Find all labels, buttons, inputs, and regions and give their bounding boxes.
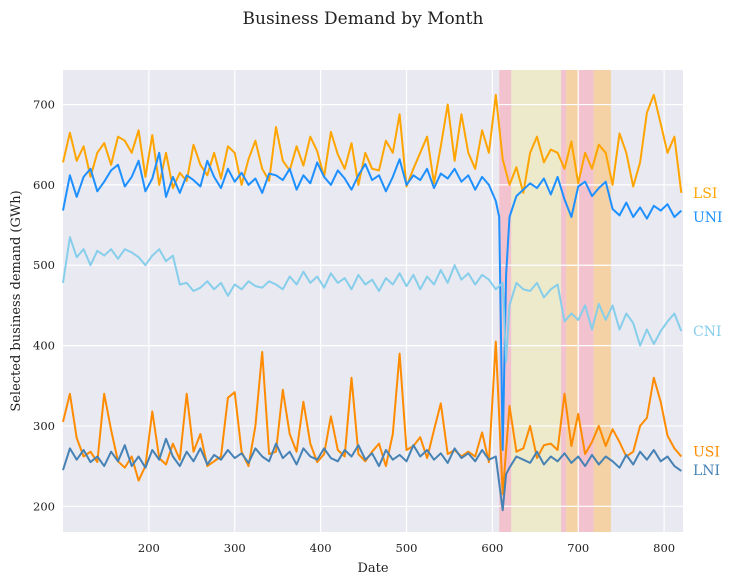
series-line-cni [62, 236, 683, 363]
y-tick-label: 700 [33, 98, 55, 112]
highlight-bands [499, 70, 611, 532]
series-end-labels: LSI UNI CNI USI LNI [693, 186, 723, 479]
x-tick-labels: 200 300 400 500 600 700 800 [138, 541, 675, 555]
x-tick-label: 200 [138, 541, 160, 555]
highlight-band-2 [561, 70, 567, 532]
y-tick-label: 400 [33, 339, 55, 353]
highlight-band-4 [578, 70, 594, 532]
y-tick-label: 500 [33, 258, 55, 272]
series-end-label-lsi: LSI [693, 186, 717, 202]
grid [63, 70, 683, 532]
x-tick-label: 500 [396, 541, 418, 555]
x-tick-label: 600 [481, 541, 503, 555]
x-tick-label: 400 [310, 541, 332, 555]
series-line-lsi [62, 93, 683, 194]
series-end-label-cni: CNI [693, 324, 722, 340]
y-tick-label: 200 [33, 499, 55, 513]
x-tick-label: 700 [567, 541, 589, 555]
x-tick-label: 300 [224, 541, 246, 555]
y-axis-label: Selected business demand (GWh) [9, 190, 24, 411]
y-tick-label: 300 [33, 419, 55, 433]
y-tick-label: 600 [33, 178, 55, 192]
y-tick-labels: 200 300 400 500 600 700 [33, 98, 55, 514]
x-axis-label: Date [357, 561, 388, 576]
highlight-band-3 [566, 70, 579, 532]
series-line-usi [62, 340, 683, 496]
series-line-lni [62, 437, 682, 512]
series-lines [62, 93, 683, 512]
highlight-band-5 [593, 70, 611, 532]
series-end-label-uni: UNI [693, 210, 723, 226]
series-end-label-lni: LNI [693, 463, 720, 479]
series-end-label-usi: USI [693, 445, 720, 461]
x-tick-label: 800 [653, 541, 675, 555]
chart-title: Business Demand by Month [243, 9, 484, 29]
series-line-uni [62, 151, 682, 451]
